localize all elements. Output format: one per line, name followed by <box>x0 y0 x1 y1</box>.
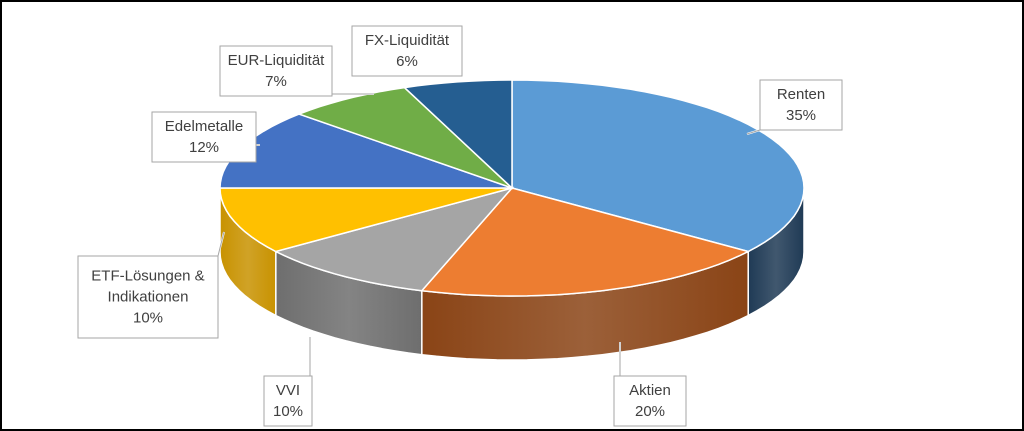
data-label-6: FX-Liquidität 6% <box>351 25 463 77</box>
data-label-box <box>613 375 687 427</box>
data-label-1: Aktien 20% <box>613 375 687 427</box>
data-label-name: VVI <box>276 382 300 399</box>
data-label-name: Renten <box>777 86 825 103</box>
data-label-4: Edelmetalle 12% <box>151 111 257 163</box>
pie-slice-5 <box>296 86 513 189</box>
pie-slice-2 <box>273 186 515 292</box>
data-label-value: 7% <box>265 73 287 90</box>
data-label-value: 20% <box>635 403 665 420</box>
data-label-value: 6% <box>396 53 418 70</box>
data-label-name: ETF-Lösungen & <box>91 268 204 285</box>
pie-slice-6 <box>402 79 513 190</box>
pie-sides <box>219 187 805 361</box>
leader-lines <box>217 93 761 376</box>
data-label-box <box>77 255 219 339</box>
data-label-name: EUR-Liquidität <box>228 52 326 69</box>
data-labels: Renten 35% Aktien 20% VVI 10% ETF-Lösungen & In… <box>77 25 843 427</box>
data-label-5: EUR-Liquidität 7% <box>219 45 333 97</box>
pie-slice-3 <box>219 187 513 253</box>
data-label-name: Edelmetalle <box>165 118 243 135</box>
data-label-2: VVI 10% <box>263 375 313 427</box>
data-label-name: Indikationen <box>108 289 189 306</box>
data-label-value: 35% <box>786 107 816 124</box>
data-label-box <box>351 25 463 77</box>
leader-line-inner-3 <box>217 231 225 257</box>
leader-line-inner-0 <box>746 129 761 135</box>
pie-slice-0 <box>511 79 805 253</box>
data-label-0: Renten 35% <box>759 79 843 131</box>
data-label-box <box>263 375 313 427</box>
pie-tops <box>219 79 805 297</box>
data-label-box <box>151 111 257 163</box>
data-label-value: 12% <box>189 139 219 156</box>
data-label-name: Aktien <box>629 382 671 399</box>
data-label-name: FX-Liquidität <box>365 32 450 49</box>
data-label-3: ETF-Lösungen & Indikationen 10% <box>77 255 219 339</box>
data-label-value: 10% <box>273 403 303 420</box>
data-label-value: 10% <box>133 310 163 327</box>
pie-slice-1 <box>420 187 751 297</box>
data-label-box <box>759 79 843 131</box>
data-label-box <box>219 45 333 97</box>
